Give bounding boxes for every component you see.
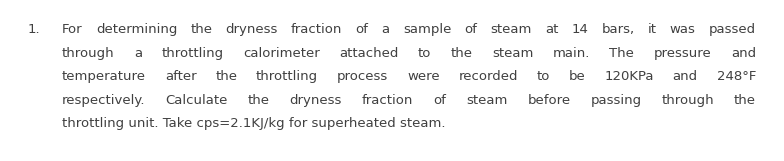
Text: temperature: temperature [62, 70, 146, 83]
Text: fraction: fraction [362, 94, 413, 106]
Text: the: the [734, 94, 756, 106]
Text: were: were [407, 70, 440, 83]
Text: throttling: throttling [162, 47, 223, 60]
Text: of: of [464, 23, 477, 36]
Text: calorimeter: calorimeter [243, 47, 320, 60]
Text: sample: sample [403, 23, 451, 36]
Text: before: before [528, 94, 571, 106]
Text: passed: passed [709, 23, 756, 36]
Text: to: to [418, 47, 431, 60]
Text: the: the [248, 94, 270, 106]
Text: respectively.: respectively. [62, 94, 146, 106]
Text: through: through [662, 94, 714, 106]
Text: a: a [134, 47, 142, 60]
Text: the: the [451, 47, 473, 60]
Text: 1.: 1. [28, 23, 41, 36]
Text: the: the [216, 70, 238, 83]
Text: after: after [165, 70, 197, 83]
Text: dryness: dryness [226, 23, 278, 36]
Text: passing: passing [590, 94, 641, 106]
Text: steam: steam [466, 94, 507, 106]
Text: of: of [434, 94, 446, 106]
Text: through: through [62, 47, 114, 60]
Text: be: be [569, 70, 586, 83]
Text: throttling unit. Take cps=2.1KJ/kg for superheated steam.: throttling unit. Take cps=2.1KJ/kg for s… [62, 117, 445, 130]
Text: of: of [355, 23, 368, 36]
Text: dryness: dryness [289, 94, 342, 106]
Text: 120KPa: 120KPa [604, 70, 654, 83]
Text: a: a [382, 23, 390, 36]
Text: 248°F: 248°F [717, 70, 756, 83]
Text: and: and [731, 47, 756, 60]
Text: fraction: fraction [291, 23, 343, 36]
Text: steam: steam [492, 47, 533, 60]
Text: attached: attached [339, 47, 398, 60]
Text: steam: steam [490, 23, 532, 36]
Text: Calculate: Calculate [165, 94, 228, 106]
Text: throttling: throttling [256, 70, 318, 83]
Text: 14: 14 [572, 23, 588, 36]
Text: main.: main. [553, 47, 590, 60]
Text: at: at [545, 23, 558, 36]
Text: was: was [670, 23, 695, 36]
Text: determining: determining [96, 23, 177, 36]
Text: the: the [191, 23, 212, 36]
Text: and: and [673, 70, 698, 83]
Text: recorded: recorded [459, 70, 518, 83]
Text: The: The [609, 47, 634, 60]
Text: it: it [648, 23, 657, 36]
Text: For: For [62, 23, 82, 36]
Text: to: to [537, 70, 550, 83]
Text: process: process [337, 70, 388, 83]
Text: bars,: bars, [601, 23, 634, 36]
Text: pressure: pressure [654, 47, 712, 60]
